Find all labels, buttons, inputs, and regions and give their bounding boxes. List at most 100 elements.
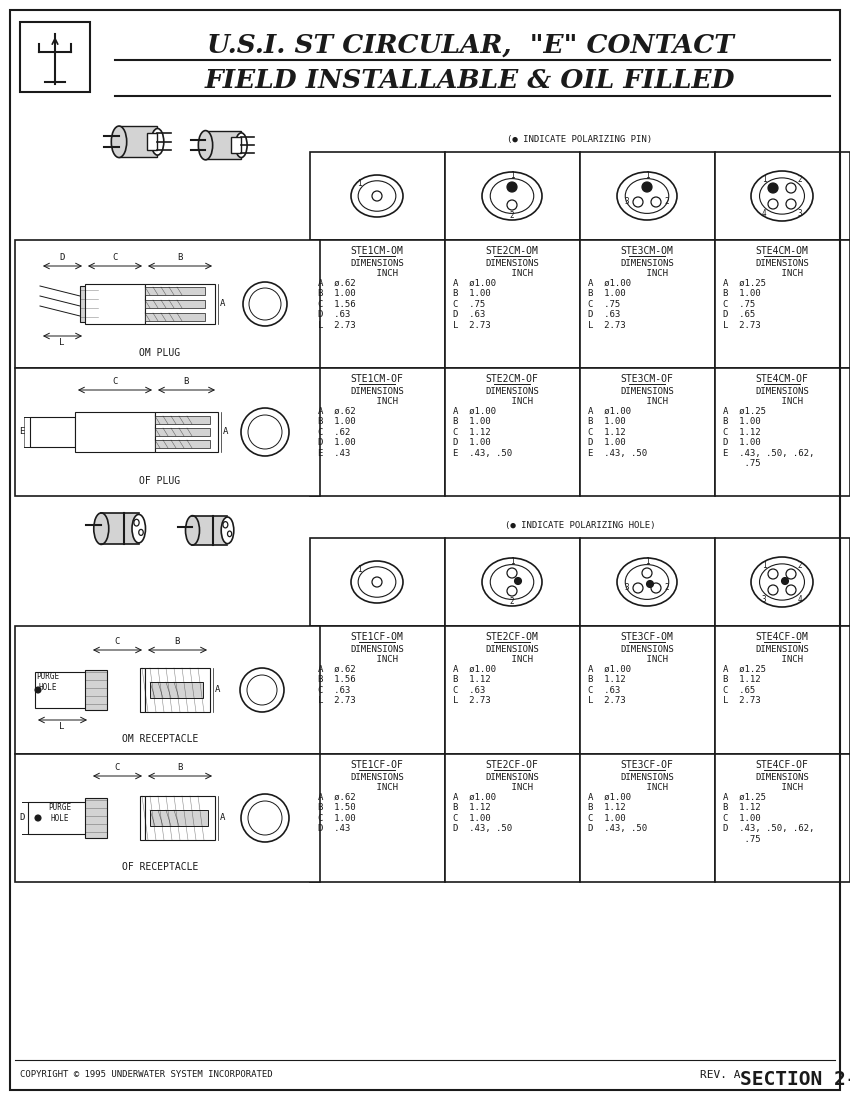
Circle shape	[768, 569, 778, 579]
Text: C: C	[112, 377, 117, 386]
Text: C: C	[114, 637, 120, 646]
Bar	[445, 626, 580, 754]
Circle shape	[786, 585, 796, 595]
Text: STE1CF-OM: STE1CF-OM	[350, 632, 404, 642]
Ellipse shape	[185, 516, 200, 546]
Bar	[715, 152, 850, 240]
Ellipse shape	[482, 558, 542, 606]
Text: 2: 2	[510, 597, 514, 606]
Circle shape	[35, 688, 41, 693]
Ellipse shape	[94, 513, 109, 544]
Circle shape	[243, 282, 287, 326]
Text: A: A	[223, 428, 229, 437]
Text: A  ø1.00
B  1.00
C  .75
D  .63
L  2.73: A ø1.00 B 1.00 C .75 D .63 L 2.73	[453, 279, 496, 330]
Text: DIMENSIONS
    INCH: DIMENSIONS INCH	[620, 387, 674, 406]
Text: REV. A: REV. A	[700, 1070, 740, 1080]
Circle shape	[240, 668, 284, 712]
Ellipse shape	[751, 557, 813, 607]
Bar	[445, 538, 580, 626]
Bar	[580, 626, 715, 754]
Bar	[145, 314, 205, 321]
Circle shape	[507, 568, 517, 578]
Text: B: B	[184, 377, 189, 386]
Circle shape	[768, 199, 778, 209]
Text: A: A	[220, 814, 225, 823]
Text: OM RECEPTACLE: OM RECEPTACLE	[122, 734, 198, 744]
Circle shape	[372, 191, 382, 201]
Bar	[15, 240, 320, 368]
Text: (● INDICATE POLARIZING PIN): (● INDICATE POLARIZING PIN)	[507, 135, 653, 144]
Text: COPYRIGHT © 1995 UNDERWATER SYSTEM INCORPORATED: COPYRIGHT © 1995 UNDERWATER SYSTEM INCOR…	[20, 1070, 273, 1079]
Bar	[20, 22, 90, 92]
Text: A  ø1.00
B  1.12
C  .63
L  2.73: A ø1.00 B 1.12 C .63 L 2.73	[588, 666, 631, 705]
Bar	[145, 284, 215, 324]
Ellipse shape	[111, 126, 127, 157]
Text: 1: 1	[357, 564, 361, 573]
Text: 3: 3	[625, 198, 629, 207]
Text: A  ø1.00
B  1.00
C  1.12
D  1.00
E  .43, .50: A ø1.00 B 1.00 C 1.12 D 1.00 E .43, .50	[588, 407, 647, 458]
Ellipse shape	[198, 131, 212, 160]
Bar	[30, 417, 75, 447]
Text: STE2CF-OM: STE2CF-OM	[485, 632, 538, 642]
Circle shape	[786, 199, 796, 209]
Bar	[310, 754, 445, 882]
Bar	[310, 240, 445, 368]
Text: D: D	[20, 814, 25, 823]
Ellipse shape	[351, 561, 403, 603]
Bar	[310, 538, 445, 626]
Text: DIMENSIONS
    INCH: DIMENSIONS INCH	[350, 258, 404, 278]
Bar	[445, 368, 580, 496]
Circle shape	[241, 794, 289, 842]
Bar	[145, 668, 210, 712]
Text: STE4CF-OM: STE4CF-OM	[756, 632, 808, 642]
Text: A  ø.62
B  1.00
C  .62
D  1.00
E  .43: A ø.62 B 1.00 C .62 D 1.00 E .43	[318, 407, 355, 458]
Bar	[150, 810, 208, 826]
Text: A  ø1.00
B  1.00
C  .75
D  .63
L  2.73: A ø1.00 B 1.00 C .75 D .63 L 2.73	[588, 279, 631, 330]
Text: 1: 1	[762, 175, 767, 184]
Circle shape	[768, 183, 778, 192]
Circle shape	[514, 578, 522, 584]
Text: 1: 1	[357, 178, 361, 187]
Text: STE3CF-OM: STE3CF-OM	[620, 632, 673, 642]
Circle shape	[35, 815, 41, 821]
Text: 4: 4	[762, 209, 767, 218]
Text: A  ø.62
B  1.56
C  .63
L  2.73: A ø.62 B 1.56 C .63 L 2.73	[318, 666, 355, 705]
Bar	[231, 138, 241, 153]
Circle shape	[651, 197, 661, 207]
Text: STE4CF-OF: STE4CF-OF	[756, 760, 808, 770]
Bar	[715, 368, 850, 496]
Ellipse shape	[139, 529, 144, 536]
Bar	[147, 133, 157, 151]
Circle shape	[507, 182, 517, 192]
Bar	[445, 152, 580, 240]
Circle shape	[647, 581, 654, 587]
Ellipse shape	[235, 133, 247, 157]
Text: STE1CM-OM: STE1CM-OM	[350, 246, 404, 256]
Bar	[580, 152, 715, 240]
Bar	[206, 131, 241, 160]
Bar	[85, 284, 145, 324]
Ellipse shape	[482, 172, 542, 220]
Text: OF RECEPTACLE: OF RECEPTACLE	[122, 862, 198, 872]
Circle shape	[633, 197, 643, 207]
Bar	[101, 513, 139, 544]
Text: A: A	[220, 299, 225, 308]
Text: DIMENSIONS
    INCH: DIMENSIONS INCH	[485, 773, 539, 792]
Text: DIMENSIONS
    INCH: DIMENSIONS INCH	[350, 773, 404, 792]
Text: PURGE
HOLE: PURGE HOLE	[37, 672, 60, 692]
Bar	[445, 240, 580, 368]
Bar	[15, 368, 320, 496]
Ellipse shape	[132, 515, 145, 543]
Text: DIMENSIONS
    INCH: DIMENSIONS INCH	[755, 645, 809, 664]
Text: A  ø1.25
B  1.12
C  .65
L  2.73: A ø1.25 B 1.12 C .65 L 2.73	[723, 666, 766, 705]
Text: STE2CF-OF: STE2CF-OF	[485, 760, 538, 770]
Bar	[715, 240, 850, 368]
Text: A: A	[215, 685, 220, 694]
Text: 2: 2	[797, 175, 802, 184]
Text: 1: 1	[644, 172, 649, 180]
Bar	[85, 670, 107, 710]
Text: STE2CM-OM: STE2CM-OM	[485, 246, 538, 256]
Text: STE3CF-OF: STE3CF-OF	[620, 760, 673, 770]
Circle shape	[768, 585, 778, 595]
Text: DIMENSIONS
    INCH: DIMENSIONS INCH	[485, 645, 539, 664]
